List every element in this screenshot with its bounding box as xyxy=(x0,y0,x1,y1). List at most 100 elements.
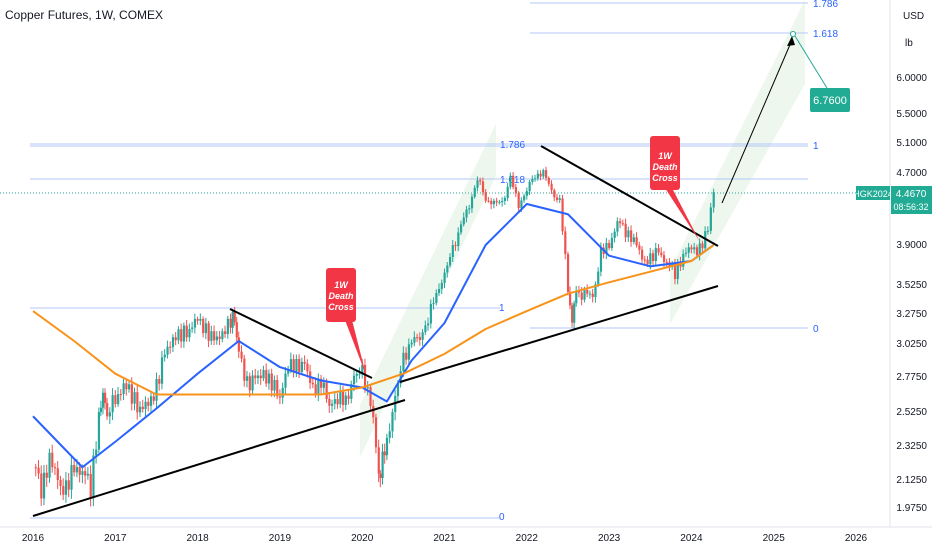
candle-body xyxy=(355,373,358,376)
candle-body xyxy=(542,170,545,177)
candle-body xyxy=(457,232,460,247)
candle-body xyxy=(635,237,638,246)
candle-body xyxy=(73,465,76,473)
price-tick-label: 1.9750 xyxy=(896,503,927,514)
time-axis[interactable]: 2016 2017 2018 2019 2020 2021 2022 2023 2024 2025… xyxy=(0,526,932,544)
candle-body xyxy=(243,358,246,381)
candle-body xyxy=(443,272,446,283)
candle-body xyxy=(383,451,386,456)
candle-body xyxy=(191,327,194,329)
candle-body xyxy=(643,259,646,261)
candle-body xyxy=(171,337,175,348)
candle-body xyxy=(536,173,539,179)
candle-body xyxy=(630,230,633,243)
price-tick-label: 5.5000 xyxy=(896,109,927,120)
candle-body xyxy=(429,304,432,324)
death-cross-box-2 xyxy=(650,136,680,190)
candle-body xyxy=(213,331,216,341)
candle-body xyxy=(451,245,454,258)
candle-body xyxy=(468,208,471,210)
candle-body xyxy=(545,170,548,178)
candle-body xyxy=(245,376,249,381)
candle-body xyxy=(84,471,87,476)
candle-body xyxy=(534,178,537,180)
candle-body xyxy=(224,331,227,335)
candle-body xyxy=(233,311,236,323)
candle-body xyxy=(122,383,125,395)
candle-body xyxy=(553,190,556,198)
candle-body xyxy=(144,401,147,410)
candle-body xyxy=(262,370,265,379)
year-tick-label: 2020 xyxy=(351,533,374,544)
candle-body xyxy=(440,282,443,289)
candle-body xyxy=(673,264,677,280)
year-tick-label: 2019 xyxy=(269,533,292,544)
projection xyxy=(721,31,828,204)
candle-body xyxy=(528,181,531,192)
candle-body xyxy=(641,249,644,260)
candle-body xyxy=(682,253,685,267)
candle-body xyxy=(350,384,353,399)
candle-body xyxy=(446,265,449,273)
candle-body xyxy=(566,254,570,292)
candle-body xyxy=(539,173,542,177)
candle-body xyxy=(608,242,611,249)
death-cross-2-line-3: Cross xyxy=(652,173,678,183)
candle-body xyxy=(712,192,715,208)
death-cross-1-line-1: 1W xyxy=(334,280,349,290)
candle-body xyxy=(311,382,315,385)
price-axis-bg xyxy=(890,0,932,550)
candle-body xyxy=(388,431,391,438)
candle-body xyxy=(64,480,68,495)
candle-body xyxy=(432,303,435,305)
candle-body xyxy=(292,359,295,372)
candle-body xyxy=(577,290,581,293)
candle-body xyxy=(259,375,262,379)
candle-body xyxy=(410,342,413,345)
candle-body xyxy=(210,331,213,341)
candle-body xyxy=(693,247,696,250)
candle-body xyxy=(550,183,553,191)
candle-body xyxy=(621,223,625,225)
candle-body xyxy=(166,346,169,355)
channel-2024 xyxy=(670,0,805,324)
candle-body xyxy=(221,331,224,339)
candle-body xyxy=(701,243,704,249)
candle-body xyxy=(177,329,180,341)
candle-body xyxy=(152,396,155,401)
candle-body xyxy=(632,237,635,243)
candle-body xyxy=(381,451,384,479)
candle-body xyxy=(363,364,367,389)
candle-body xyxy=(67,480,70,490)
candle-body xyxy=(525,191,528,196)
bar-countdown: 08:56:32 xyxy=(893,202,928,212)
price-axis[interactable]: USD lb 6.00005.50005.10004.70004.30003.9… xyxy=(889,0,932,550)
candle-body xyxy=(531,179,534,182)
candle-body xyxy=(97,412,101,450)
candle-body xyxy=(267,373,271,384)
candle-body xyxy=(141,406,144,410)
candle-body xyxy=(599,247,603,272)
fib-right-label-1786: 1.786 xyxy=(813,0,838,10)
candle-body xyxy=(289,359,293,371)
candle-body xyxy=(75,467,79,473)
candle-body xyxy=(454,245,457,247)
candle-body xyxy=(130,384,133,404)
candle-body xyxy=(48,452,51,478)
candle-body xyxy=(240,351,243,359)
candle-body xyxy=(51,452,54,468)
candle-body xyxy=(59,480,62,487)
candle-body xyxy=(111,395,114,413)
candle-body xyxy=(204,323,208,334)
candle-body xyxy=(654,248,657,262)
candle-body xyxy=(396,383,400,397)
candle-body xyxy=(251,375,254,391)
candle-body xyxy=(125,383,128,390)
candle-body xyxy=(490,200,493,205)
candle-body xyxy=(180,329,183,342)
candle-body xyxy=(347,395,350,399)
candle-body xyxy=(638,245,641,250)
year-tick-label: 2016 xyxy=(22,533,45,544)
